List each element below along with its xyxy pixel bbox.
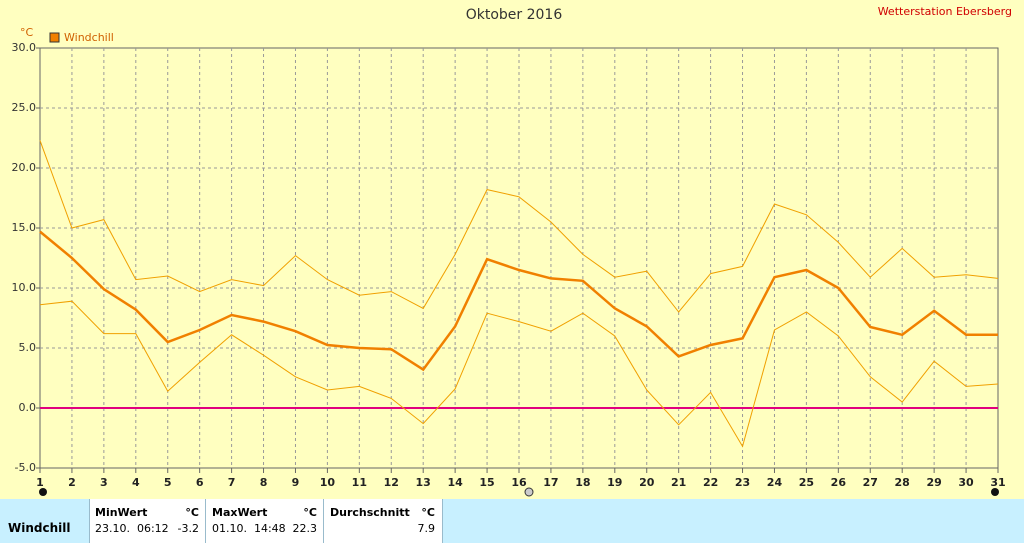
x-tick-label: 19 bbox=[607, 476, 622, 489]
x-tick-label: 13 bbox=[416, 476, 431, 489]
x-tick-label: 22 bbox=[703, 476, 718, 489]
header: °C bbox=[185, 506, 199, 519]
x-tick-label: 20 bbox=[639, 476, 655, 489]
x-tick-label: 23 bbox=[735, 476, 750, 489]
x-tick-label: 5 bbox=[164, 476, 172, 489]
chart: Oktober 2016 Wetterstation Ebersberg °C … bbox=[12, 5, 1012, 497]
cell: Durchschnitt °C 7.9 bbox=[323, 499, 443, 543]
header: Durchschnitt bbox=[330, 506, 410, 519]
x-tick-label: 12 bbox=[384, 476, 399, 489]
x-tick-label: 21 bbox=[671, 476, 686, 489]
y-tick-label: 5.0 bbox=[19, 341, 37, 354]
x-tick-label: 11 bbox=[352, 476, 367, 489]
marker bbox=[524, 487, 534, 497]
series-line bbox=[39, 230, 998, 372]
x-tick-label: 15 bbox=[479, 476, 494, 489]
cell: MinWert °C 23.10. 06:12 -3.2 bbox=[89, 499, 206, 543]
y-axis-label: °C bbox=[20, 26, 34, 39]
x-tick-label: 30 bbox=[958, 476, 974, 489]
x-tick-label: 2 bbox=[68, 476, 76, 489]
cell-text: 01.10. 14:48 bbox=[212, 522, 286, 535]
header: MaxWert bbox=[212, 506, 268, 519]
x-tick-label: 26 bbox=[831, 476, 847, 489]
marker bbox=[991, 488, 999, 496]
x-tick-label: 8 bbox=[260, 476, 268, 489]
marker bbox=[39, 488, 47, 496]
x-tick-label: 27 bbox=[863, 476, 878, 489]
cell-text: -3.2 bbox=[177, 522, 199, 535]
x-tick-label: 1 bbox=[36, 476, 44, 489]
x-tick-label: 24 bbox=[767, 476, 783, 489]
series-line bbox=[39, 140, 999, 313]
legend-swatch bbox=[49, 32, 60, 43]
y-tick-label: -5.0 bbox=[15, 461, 36, 474]
x-tick-label: 16 bbox=[511, 476, 527, 489]
cell: MaxWert °C 01.10. 14:48 22.3 bbox=[205, 499, 324, 543]
x-tick-label: 28 bbox=[895, 476, 910, 489]
header: °C bbox=[303, 506, 317, 519]
y-tick-label: 0.0 bbox=[19, 401, 37, 414]
x-tick-label: 7 bbox=[228, 476, 236, 489]
x-tick-label: 10 bbox=[320, 476, 336, 489]
y-tick-label: 20.0 bbox=[12, 161, 37, 174]
legend-label: Windchill bbox=[64, 31, 114, 44]
x-tick-label: 14 bbox=[447, 476, 463, 489]
cell-text: 7.9 bbox=[417, 522, 436, 535]
x-tick-label: 29 bbox=[926, 476, 941, 489]
x-tick-label: 3 bbox=[100, 476, 108, 489]
stats-panel: Windchill MinWert °C 23.10. 06:12 -3.2 M… bbox=[0, 499, 1024, 543]
cell-text: 22.3 bbox=[292, 522, 318, 535]
x-tick-label: 4 bbox=[132, 476, 140, 489]
source: Wetterstation Ebersberg bbox=[878, 5, 1012, 18]
header: MinWert bbox=[95, 506, 148, 519]
series-line bbox=[39, 300, 999, 448]
x-tick-label: 18 bbox=[575, 476, 590, 489]
y-tick-label: 15.0 bbox=[12, 221, 37, 234]
cell-text: 23.10. 06:12 bbox=[95, 522, 169, 535]
chart-title: Oktober 2016 bbox=[466, 7, 563, 23]
y-tick-label: 10.0 bbox=[12, 281, 37, 294]
x-tick-label: 31 bbox=[990, 476, 1005, 489]
x-tick-label: 17 bbox=[543, 476, 558, 489]
y-tick-label: 25.0 bbox=[12, 101, 37, 114]
header: °C bbox=[421, 506, 435, 519]
x-tick-label: 25 bbox=[799, 476, 814, 489]
y-tick-label: 30.0 bbox=[12, 41, 37, 54]
row-label: Windchill bbox=[8, 521, 71, 535]
x-tick-label: 6 bbox=[196, 476, 204, 489]
x-tick-label: 9 bbox=[292, 476, 300, 489]
